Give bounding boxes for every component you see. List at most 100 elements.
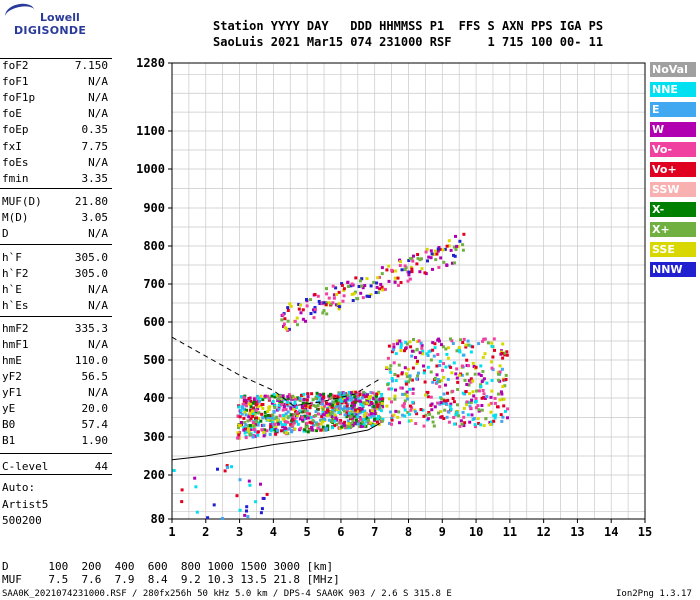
echo-point — [246, 419, 250, 423]
echo-point — [298, 417, 302, 421]
echo-point — [442, 375, 446, 379]
echo-point — [269, 423, 273, 427]
echo-point — [376, 291, 380, 295]
echo-point — [333, 413, 337, 417]
echo-point — [262, 431, 266, 434]
echo-point — [442, 399, 446, 403]
echo-point — [462, 232, 466, 236]
param-row: M(D) 3.05 — [2, 211, 108, 225]
echo-point — [331, 403, 335, 407]
echo-point — [338, 305, 342, 309]
echo-point — [324, 303, 328, 307]
x-tick-label: 8 — [405, 525, 412, 539]
echo-point — [347, 391, 351, 394]
echo-point — [319, 428, 323, 432]
echo-point — [284, 431, 288, 435]
echo-point — [253, 397, 257, 401]
echo-point — [355, 418, 358, 422]
echo-point — [446, 377, 450, 381]
echo-point — [431, 415, 435, 419]
echo-point — [237, 405, 241, 409]
echo-point — [286, 395, 290, 399]
echo-point — [367, 420, 371, 424]
echo-point — [486, 341, 490, 345]
echo-point — [325, 312, 329, 316]
echo-point — [282, 322, 286, 326]
echo-point — [434, 258, 438, 262]
echo-point — [356, 394, 360, 398]
echo-point — [409, 408, 413, 412]
echo-point — [407, 419, 411, 423]
echo-point — [288, 427, 292, 431]
echo-point — [411, 259, 415, 263]
echo-point — [269, 427, 272, 431]
echo-point — [479, 374, 483, 377]
distance-label: D — [2, 560, 9, 573]
echo-point — [353, 395, 357, 399]
echo-point — [421, 352, 425, 356]
echo-point — [350, 421, 354, 425]
echo-point — [479, 423, 483, 427]
echo-point — [501, 385, 505, 388]
echo-point — [421, 408, 425, 412]
echo-point — [446, 346, 450, 350]
echo-point — [480, 396, 484, 400]
echo-point — [389, 410, 393, 414]
echo-point — [254, 423, 257, 427]
echo-point — [283, 430, 287, 434]
echo-point — [240, 395, 243, 399]
echo-point — [352, 292, 356, 296]
echo-point — [356, 396, 360, 400]
echo-point — [390, 416, 394, 420]
echo-point — [220, 517, 224, 520]
separator — [0, 58, 112, 59]
echo-point — [438, 339, 441, 343]
echo-point — [477, 421, 481, 425]
echo-point — [358, 390, 362, 394]
echo-point — [465, 400, 469, 404]
echo-point — [493, 416, 497, 420]
echo-point — [298, 397, 302, 400]
echo-point — [376, 407, 380, 411]
echo-point — [263, 428, 267, 432]
echo-point — [459, 419, 463, 423]
echo-point — [354, 390, 358, 394]
param-value: 1.90 — [81, 434, 109, 447]
echo-point — [408, 277, 412, 281]
echo-point — [305, 411, 309, 415]
echo-point — [254, 419, 258, 423]
echo-point — [415, 377, 419, 381]
echo-point — [226, 465, 229, 469]
echo-point — [426, 259, 429, 263]
param-row: yF1 N/A — [2, 386, 108, 400]
echo-point — [350, 292, 354, 296]
echo-point — [321, 420, 325, 424]
echo-point — [410, 267, 414, 271]
echo-point — [340, 283, 344, 287]
echo-point — [268, 419, 272, 423]
echo-point — [327, 301, 331, 305]
echo-point — [295, 316, 299, 320]
echo-point — [281, 394, 285, 398]
echo-point — [341, 299, 345, 303]
echo-point — [237, 433, 241, 437]
separator — [0, 188, 112, 189]
echo-point — [363, 284, 367, 287]
echo-point — [332, 296, 336, 300]
echo-point — [262, 434, 266, 438]
echo-point — [443, 247, 447, 251]
echo-point — [439, 401, 443, 405]
param-name: yE — [2, 402, 16, 415]
echo-point — [325, 292, 329, 296]
echo-point — [342, 409, 346, 413]
echo-point — [242, 395, 246, 399]
echo-point — [455, 367, 459, 371]
echo-point — [251, 415, 255, 418]
echo-point — [330, 411, 334, 415]
echo-point — [378, 287, 382, 291]
echo-point — [325, 427, 328, 431]
echo-point — [433, 376, 437, 380]
echo-point — [295, 420, 299, 424]
echo-point — [504, 409, 507, 413]
